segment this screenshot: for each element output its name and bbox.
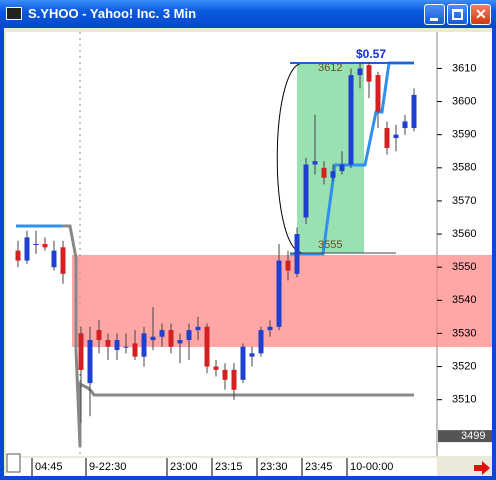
y-tick-label: 3510: [452, 394, 476, 406]
chart: 3612 3555 $0.57 3510 3520 3530 3540 3550 3560…: [4, 28, 492, 476]
scroll-right-arrow[interactable]: [474, 461, 490, 475]
plot-area: [6, 32, 437, 456]
candle-body: [384, 128, 390, 148]
last-price-label: 3499: [461, 430, 485, 442]
trade-box: [297, 63, 364, 253]
candle-body: [411, 94, 417, 129]
candle-body: [231, 369, 237, 390]
candle-body: [285, 260, 291, 271]
scroll-box[interactable]: [6, 453, 21, 473]
candle-body: [51, 250, 57, 268]
candle-body: [60, 247, 66, 274]
y-tick-label: 3610: [452, 62, 476, 74]
candle-body: [159, 330, 165, 337]
zone-band: [72, 255, 492, 347]
candle-body: [105, 340, 111, 347]
candle-body: [213, 366, 219, 370]
candle-body: [204, 326, 210, 367]
candle-body: [339, 164, 345, 172]
candle-body: [321, 167, 327, 178]
bracket: [276, 62, 303, 254]
x-tick-label: 23:15: [215, 461, 243, 473]
candle-body: [267, 326, 273, 331]
minimize-button[interactable]: [424, 4, 445, 25]
maximize-button[interactable]: [447, 4, 468, 25]
close-button[interactable]: ✕: [470, 4, 491, 25]
candle-body: [303, 164, 309, 218]
candle-body: [366, 65, 372, 82]
candle-body: [132, 343, 138, 357]
stop-line: [16, 224, 414, 448]
candle-body: [42, 244, 48, 248]
x-tick-label: 04:45: [35, 461, 63, 473]
candle-body: [33, 244, 39, 245]
y-tick-label: 3600: [452, 95, 476, 107]
app-icon: [6, 7, 22, 20]
high-label: 3612: [318, 62, 342, 74]
candle-body: [330, 171, 336, 178]
candle-body: [357, 68, 363, 76]
candle-body: [222, 369, 228, 380]
x-tick-label: 23:00: [170, 461, 198, 473]
candle-body: [294, 234, 300, 274]
candle-body: [168, 330, 174, 347]
x-tick-label: 10-00:00: [350, 461, 393, 473]
candle-body: [312, 161, 318, 165]
y-tick-label: 3550: [452, 261, 476, 273]
y-tick-label: 3590: [452, 129, 476, 141]
y-tick-label: 3560: [452, 228, 476, 240]
candle-body: [186, 330, 192, 341]
y-tick-label: 3520: [452, 360, 476, 372]
candle-body: [114, 340, 120, 350]
candle-body: [276, 260, 282, 327]
candle-body: [195, 326, 201, 331]
candle-body: [87, 340, 93, 384]
candle-body: [258, 330, 264, 354]
candle-body: [78, 333, 84, 370]
candle-body: [249, 353, 255, 357]
candle-body: [15, 250, 21, 261]
low-label: 3555: [318, 239, 342, 251]
time-axis: [6, 458, 437, 476]
price-axis: [437, 32, 492, 456]
profit-label: $0.57: [356, 47, 386, 61]
candle-body: [177, 340, 183, 344]
candle-body: [123, 346, 129, 348]
candle-body: [150, 336, 156, 341]
candle-body: [96, 330, 102, 341]
candle-body: [240, 346, 246, 380]
x-tick-label: 9-22:30: [89, 461, 126, 473]
y-tick-label: 3530: [452, 327, 476, 339]
window-title: S.YHOO - Yahoo! Inc. 3 Min: [28, 6, 197, 21]
x-tick-label: 23:45: [305, 461, 333, 473]
candle-body: [375, 75, 381, 112]
trail-line: [290, 61, 414, 256]
candle-body: [393, 134, 399, 138]
last-price-box: [438, 430, 492, 443]
candle-body: [24, 237, 30, 261]
y-tick-label: 3570: [452, 195, 476, 207]
x-tick-label: 23:30: [260, 461, 288, 473]
y-tick-label: 3580: [452, 162, 476, 174]
y-tick-label: 3540: [452, 294, 476, 306]
candle-body: [141, 333, 147, 357]
title-bar: S.YHOO - Yahoo! Inc. 3 Min ✕: [0, 0, 496, 28]
candle-body: [348, 75, 354, 165]
candle-body: [402, 121, 408, 129]
